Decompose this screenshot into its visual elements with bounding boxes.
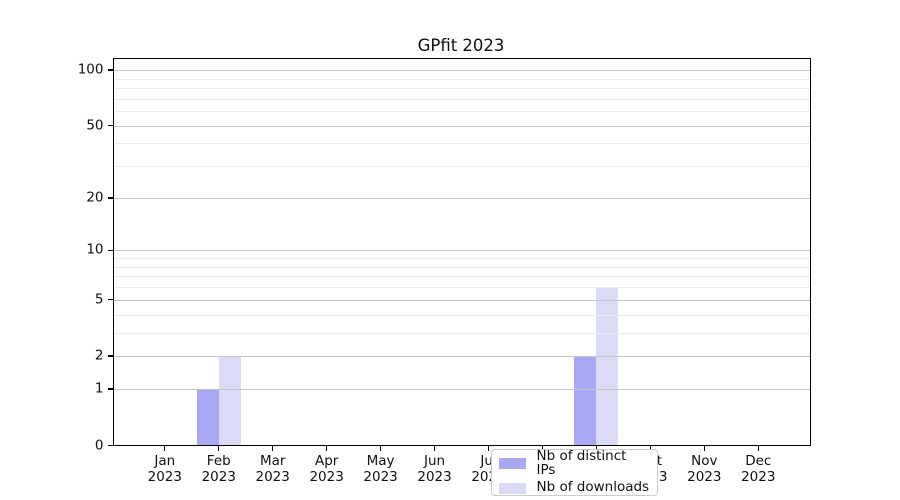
y-gridline-minor [112,166,811,168]
legend-item-distinct-ips: Nb of distinct IPs [498,448,650,478]
legend-label-downloads: Nb of downloads [536,479,650,496]
y-gridline-minor [112,111,811,113]
axes-frame [112,58,811,446]
y-gridline-minor [112,78,811,80]
y-gridline-minor [112,276,811,278]
bar-downloads [218,356,241,446]
legend-item-downloads: Nb of downloads [498,479,650,496]
x-tick-mark [164,445,166,451]
plot-area: Nb of distinct IPs Nb of downloads [112,58,811,496]
legend-swatch-downloads [498,482,526,494]
y-tick-label: 100 [77,61,104,78]
x-tick-mark [325,445,328,451]
y-gridline-minor [112,314,811,316]
y-tick-mark [107,355,113,357]
y-tick-mark [107,197,113,199]
y-tick-mark [107,69,113,71]
x-tick-mark [703,445,705,451]
x-tick-mark [757,445,759,451]
y-gridline-major [112,250,811,252]
y-tick-mark [107,388,113,390]
y-gridline-minor [112,266,811,268]
y-tick-label: 0 [94,436,104,453]
y-tick-mark [107,124,113,127]
y-tick-label: 2 [94,347,104,364]
y-gridline-minor [112,143,811,145]
x-tick-label: Jan 2023 [147,452,182,486]
y-tick-label: 1 [94,380,104,397]
x-tick-label: May 2023 [363,452,398,486]
x-tick-label: Jun 2023 [417,452,452,486]
y-gridline-major [112,70,811,72]
y-tick-mark [107,299,113,301]
y-tick-label: 5 [94,291,104,307]
y-gridline-minor [112,332,811,334]
y-tick-label: 50 [86,116,104,133]
x-tick-mark [272,445,274,451]
y-gridline-major [112,356,811,358]
x-tick-label: Feb 2023 [201,452,236,486]
x-tick-mark [649,445,652,451]
y-gridline-major [112,197,811,199]
y-tick-mark [107,444,113,447]
x-tick-mark [487,445,490,451]
y-gridline-minor [112,287,811,289]
y-tick-label: 20 [86,189,104,206]
y-gridline-minor [112,98,811,100]
y-gridline-major [112,389,811,391]
x-tick-label: Nov 2023 [687,452,722,486]
bar-distinct-ips [574,356,597,446]
chart-title: GPfit 2023 [417,36,505,55]
bar-downloads [596,287,619,446]
legend-swatch-distinct-ips [498,458,526,470]
x-tick-label: Apr 2023 [309,452,344,486]
x-tick-mark [433,445,436,451]
y-tick-mark [107,249,113,252]
x-tick-mark [218,445,220,451]
y-gridline-major [112,125,811,127]
legend-label-distinct-ips: Nb of distinct IPs [536,448,627,478]
y-gridline-major [112,299,811,301]
y-tick-label: 10 [86,241,104,258]
y-gridline-minor [112,88,811,90]
y-gridline-minor [112,258,811,260]
x-tick-mark [595,445,598,451]
x-tick-mark [379,445,382,451]
bar-distinct-ips [196,389,219,446]
x-tick-label: Mar 2023 [255,452,290,486]
x-tick-label: Dec 2023 [741,452,776,486]
legend: Nb of distinct IPs Nb of downloads [490,448,658,496]
x-tick-mark [541,445,544,451]
